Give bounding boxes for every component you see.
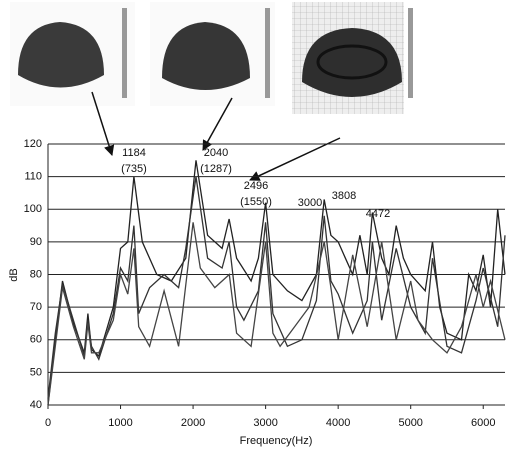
x-tick-label: 0: [45, 417, 51, 429]
y-tick-label: 120: [24, 138, 42, 150]
y-tick-label: 110: [24, 171, 42, 183]
annotation: (1550): [240, 196, 272, 208]
x-tick-label: 6000: [471, 417, 495, 429]
mode-shape: [18, 22, 104, 88]
annotation: 2496: [244, 180, 268, 192]
series-line: [47, 176, 506, 399]
mode-ring: [316, 44, 388, 80]
y-tick-label: 40: [30, 399, 42, 411]
series-line: [47, 160, 506, 406]
annotation: 4472: [366, 208, 390, 220]
arrow: [249, 137, 341, 181]
annotation: 2040: [204, 147, 228, 159]
annotation: (735): [121, 163, 147, 175]
x-tick-label: 4000: [326, 417, 350, 429]
x-tick-label: 2000: [181, 417, 205, 429]
annotation: 3808: [332, 190, 356, 202]
y-tick-label: 50: [30, 366, 42, 378]
y-tick-label: 70: [30, 301, 42, 313]
y-tick-label: 90: [30, 236, 42, 248]
series-line: [47, 222, 506, 406]
color-bar: [122, 8, 127, 98]
mode-images: [10, 2, 413, 181]
annotation: (1287): [200, 163, 232, 175]
mode-shape: [302, 28, 402, 97]
mode-shape: [162, 22, 250, 90]
x-tick-label: 3000: [253, 417, 277, 429]
x-tick-label: 1000: [108, 417, 132, 429]
y-axis-label: dB: [8, 268, 20, 281]
y-tick-label: 100: [24, 203, 42, 215]
x-tick-label: 5000: [398, 417, 422, 429]
y-tick-label: 80: [30, 268, 42, 280]
annotation: 3000: [298, 197, 322, 209]
color-bar: [265, 8, 270, 98]
y-tick-label: 60: [30, 334, 42, 346]
x-axis-label: Frequency(Hz): [240, 435, 313, 447]
annotation: 1184: [122, 147, 146, 159]
color-bar: [408, 8, 413, 98]
arrow: [202, 97, 233, 151]
